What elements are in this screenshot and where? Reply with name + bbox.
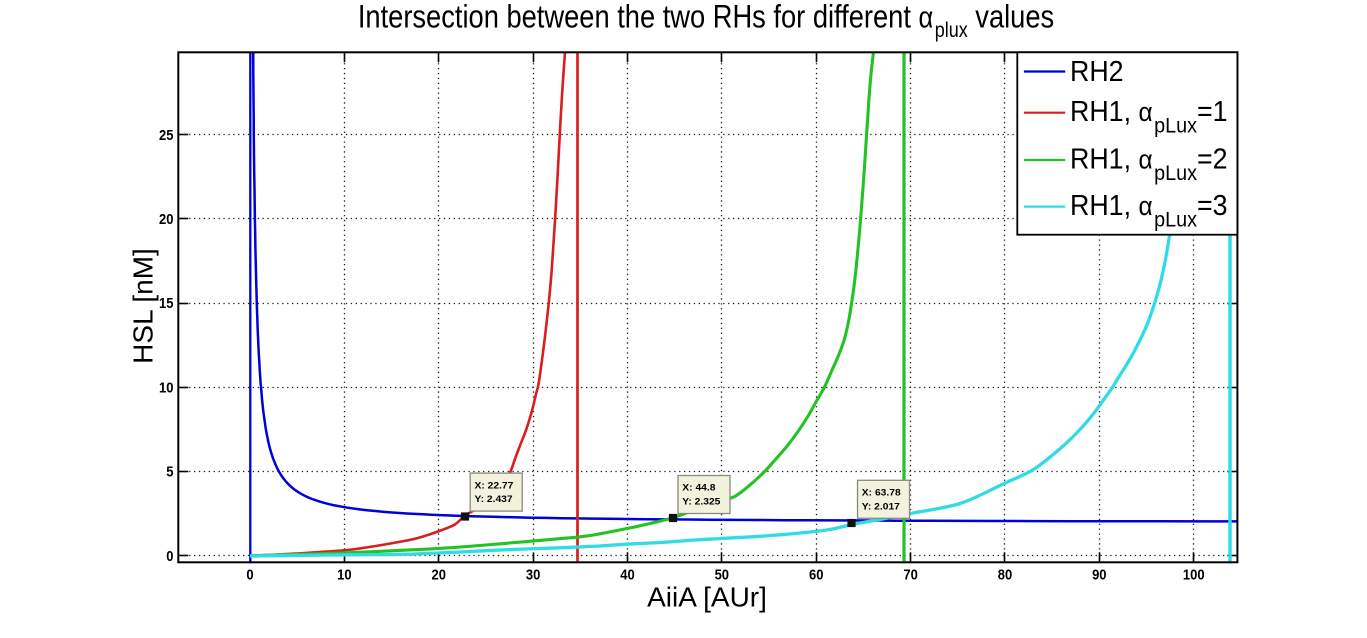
- svg-text:60: 60: [809, 567, 824, 583]
- svg-text:HSL [nM]: HSL [nM]: [128, 248, 159, 364]
- svg-text:100: 100: [1183, 567, 1205, 583]
- svg-text:AiiA [AUr]: AiiA [AUr]: [647, 582, 767, 613]
- svg-text:20: 20: [431, 567, 446, 583]
- svg-text:70: 70: [903, 567, 918, 583]
- svg-text:10: 10: [159, 380, 174, 396]
- svg-text:X: 63.78: X: 63.78: [862, 488, 901, 498]
- svg-text:X: 22.77: X: 22.77: [475, 481, 514, 491]
- svg-text:50: 50: [715, 567, 730, 583]
- svg-text:90: 90: [1092, 567, 1107, 583]
- svg-text:Y: 2.437: Y: 2.437: [475, 495, 514, 505]
- svg-text:5: 5: [166, 464, 174, 480]
- svg-text:25: 25: [159, 127, 174, 143]
- svg-text:Y: 2.325: Y: 2.325: [682, 497, 721, 507]
- svg-text:40: 40: [620, 567, 635, 583]
- svg-text:10: 10: [337, 567, 352, 583]
- svg-text:30: 30: [526, 567, 541, 583]
- svg-text:Y: 2.017: Y: 2.017: [862, 502, 901, 512]
- svg-text:0: 0: [246, 567, 254, 583]
- svg-text:RH2: RH2: [1070, 55, 1124, 87]
- svg-text:15: 15: [159, 296, 174, 312]
- svg-text:20: 20: [159, 211, 174, 227]
- svg-text:X: 44.8: X: 44.8: [682, 483, 716, 493]
- svg-text:0: 0: [166, 548, 174, 564]
- svg-text:80: 80: [998, 567, 1013, 583]
